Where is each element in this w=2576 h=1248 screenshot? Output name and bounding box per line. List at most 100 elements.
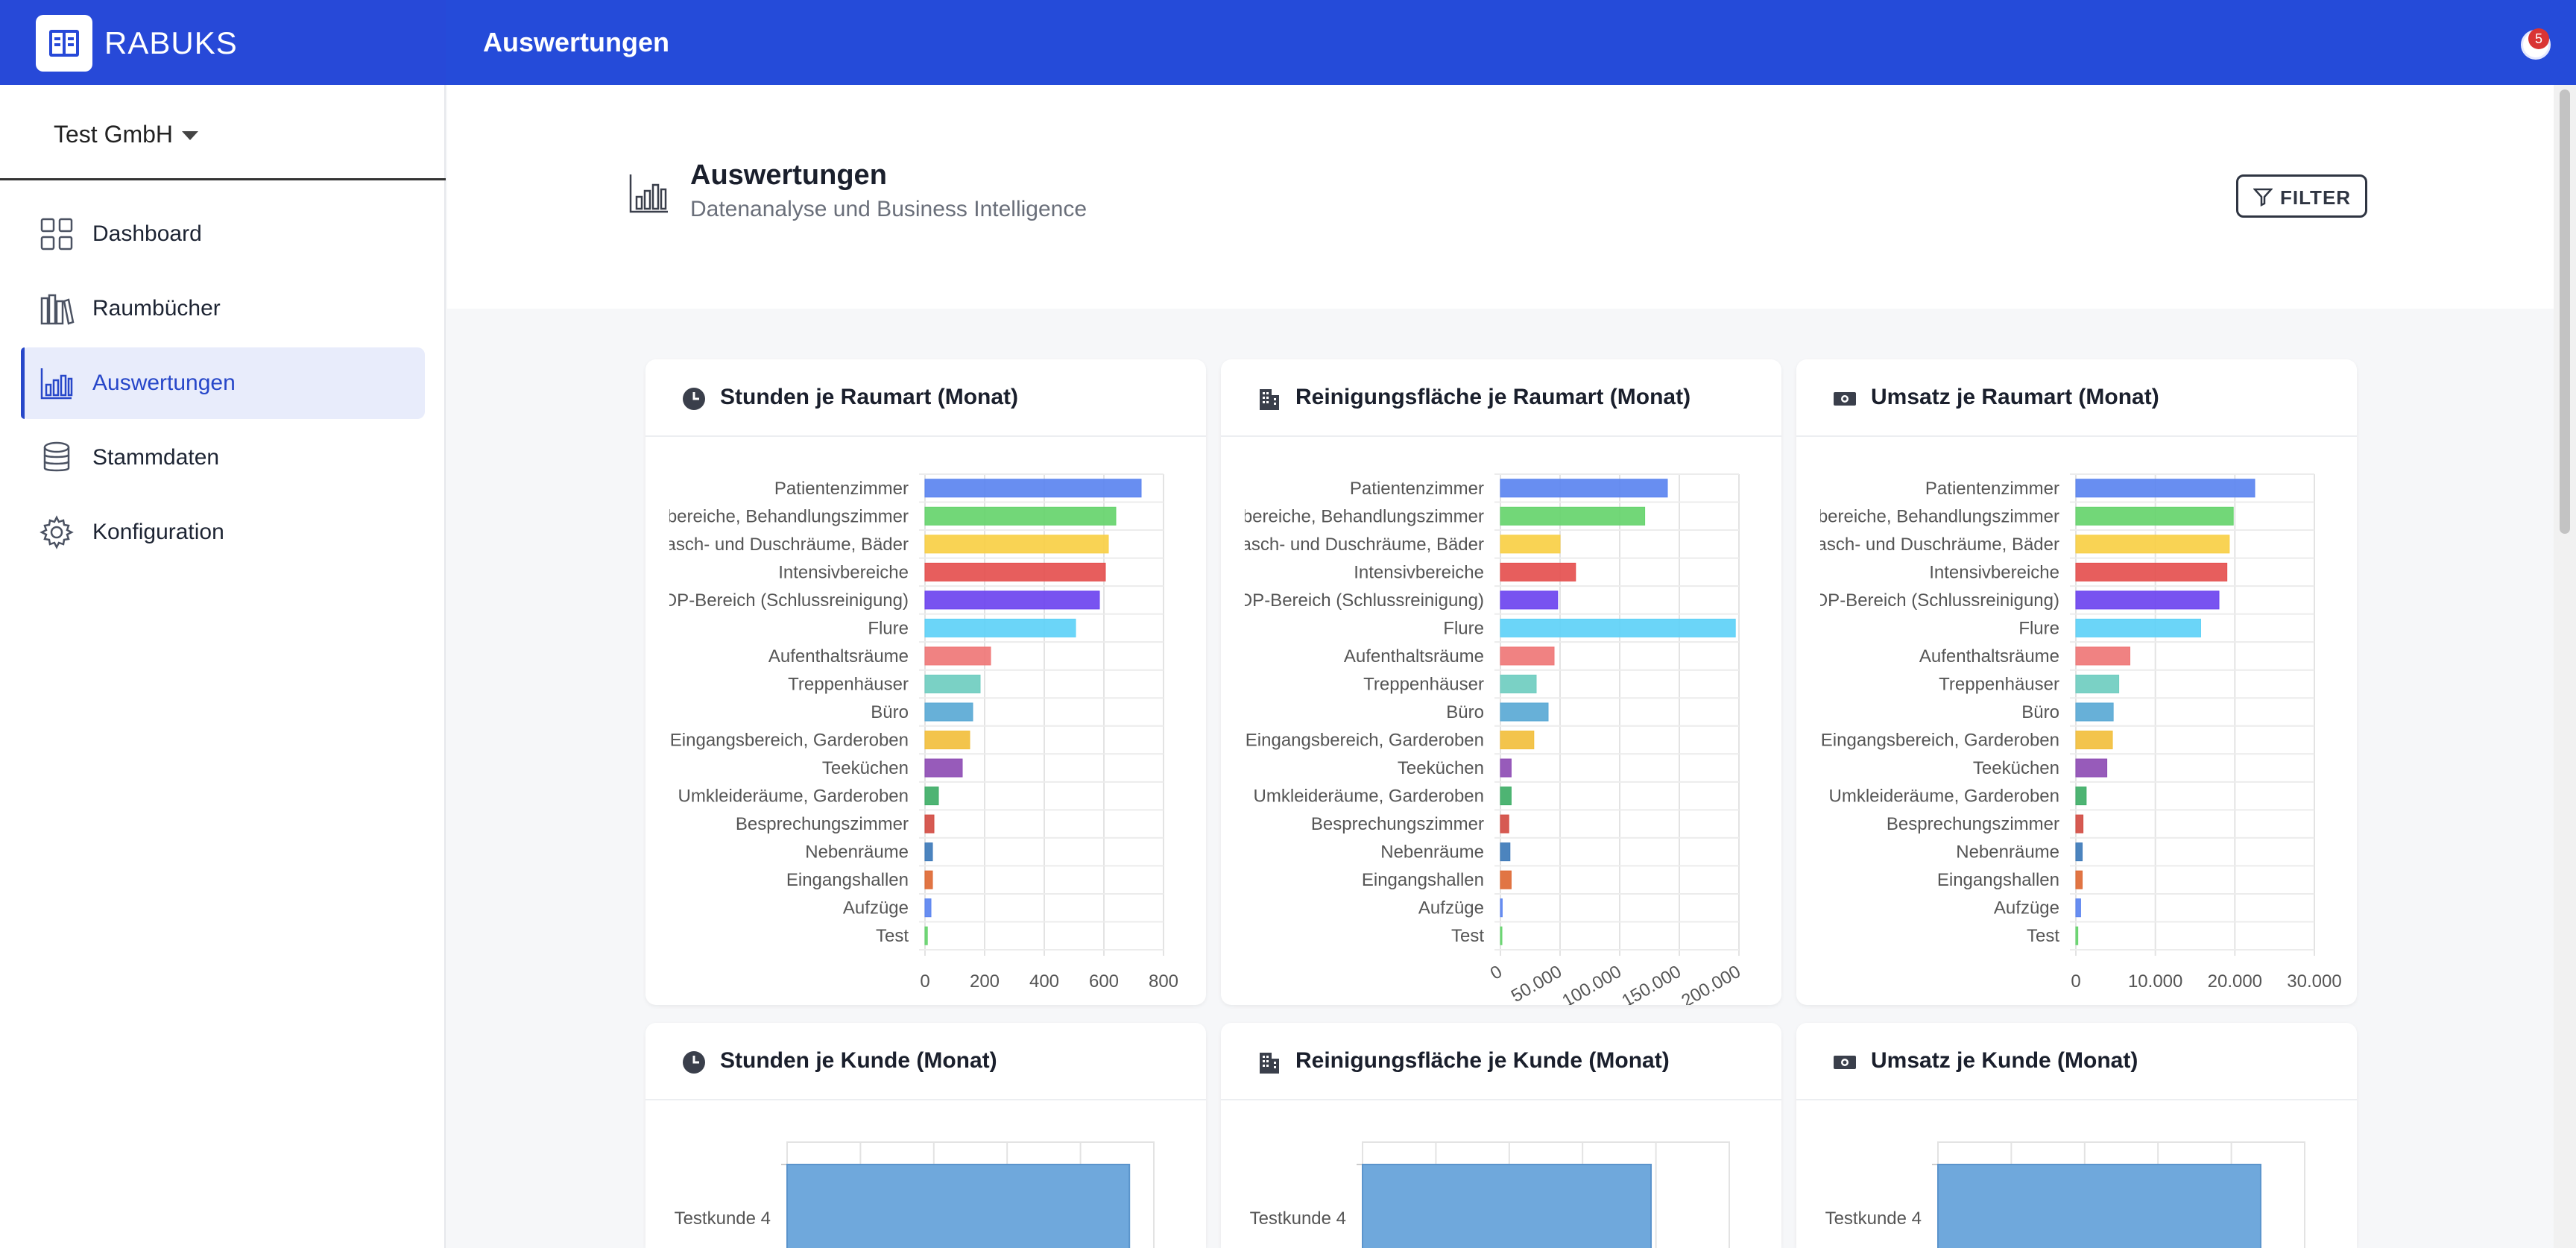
books-icon (40, 294, 75, 325)
bar[interactable] (1500, 842, 1511, 862)
bar[interactable] (1500, 590, 1559, 610)
main-scrollbar[interactable] (2554, 85, 2576, 1248)
bar[interactable] (2075, 814, 2084, 833)
bar[interactable] (1500, 535, 1561, 554)
sidebar-item-dashboard[interactable]: Dashboard (21, 198, 425, 270)
bar[interactable] (786, 1164, 1131, 1248)
bar[interactable] (924, 731, 970, 750)
filter-icon (2253, 188, 2273, 207)
money-icon (1834, 392, 1856, 406)
company-name: Test GmbH (54, 121, 174, 148)
card-header: Reinigungsfläche je Kunde (Monat) (1221, 1023, 1781, 1100)
bar[interactable] (2075, 842, 2083, 862)
category-label: Umkleideräume, Garderoben (1254, 787, 1484, 807)
scrollbar-thumb[interactable] (2560, 89, 2570, 534)
bar[interactable] (924, 898, 932, 918)
category-label: Testkunde 4 (1250, 1208, 1346, 1229)
bar[interactable] (2075, 590, 2220, 610)
bar[interactable] (1500, 758, 1512, 778)
bar[interactable] (1500, 646, 1555, 666)
bar[interactable] (2075, 646, 2131, 666)
category-label: Funktionsbereiche, Behandlungszimmer (1796, 506, 2059, 526)
bar-chart: Testkunde 4 (1250, 1141, 1730, 1248)
category-label: Test (876, 926, 909, 946)
brand-area: RABUKS (0, 0, 446, 85)
category-label: OP-Bereich (Schlussreinigung) (663, 590, 909, 611)
bar[interactable] (2075, 787, 2087, 806)
sidebar-item-auswertungen[interactable]: Auswertungen (21, 347, 425, 419)
bar[interactable] (2075, 926, 2079, 945)
bar[interactable] (1500, 898, 1503, 918)
chart-card-flaeche-raumart: Reinigungsfläche je Raumart (Monat) Pati… (1221, 359, 1781, 1005)
tick-label: 10.000 (2128, 971, 2182, 992)
category-label: OP-Bereich (Schlussreinigung) (1239, 590, 1484, 611)
app-logo[interactable] (36, 15, 92, 72)
bar[interactable] (924, 842, 933, 862)
bar[interactable] (2075, 535, 2230, 554)
bar[interactable] (924, 562, 1106, 582)
bar[interactable] (1500, 506, 1646, 526)
bar[interactable] (2075, 758, 2108, 778)
bar[interactable] (2075, 479, 2255, 498)
bar[interactable] (924, 787, 939, 806)
bar[interactable] (1500, 479, 1668, 498)
bar[interactable] (924, 590, 1100, 610)
filter-button[interactable]: FILTER (2236, 174, 2367, 218)
bar[interactable] (2075, 674, 2120, 693)
bar[interactable] (924, 926, 928, 945)
tick-label: 100.000 (1559, 962, 1625, 1005)
bar[interactable] (1500, 926, 1503, 945)
bar[interactable] (1362, 1164, 1652, 1248)
bar[interactable] (1500, 870, 1512, 889)
chart-card-flaeche-kunde: Reinigungsfläche je Kunde (Monat) Testku… (1221, 1023, 1781, 1248)
category-label: Test (2027, 926, 2059, 946)
bar[interactable] (2075, 731, 2113, 750)
bar[interactable] (1937, 1164, 2261, 1248)
bar[interactable] (924, 506, 1117, 526)
bar[interactable] (1500, 814, 1509, 833)
bar[interactable] (924, 646, 991, 666)
bar[interactable] (1500, 731, 1535, 750)
bar[interactable] (1500, 702, 1549, 722)
bar[interactable] (924, 758, 963, 778)
category-label: Patientenzimmer (1350, 479, 1484, 499)
bar-chart: Testkunde 4 (1825, 1141, 2305, 1248)
tick-label: 0 (2071, 971, 2080, 992)
money-icon (1834, 1056, 1856, 1069)
bar[interactable] (924, 870, 933, 889)
bar[interactable] (924, 814, 935, 833)
category-label: Aufenthaltsräume (768, 646, 909, 666)
sidebar-item-konfiguration[interactable]: Konfiguration (21, 497, 425, 568)
clock-icon (683, 388, 705, 410)
bar[interactable] (2075, 702, 2114, 722)
bar-chart-icon (40, 368, 73, 400)
category-label: Umkleideräume, Garderoben (1829, 787, 2059, 807)
bar[interactable] (2075, 506, 2234, 526)
bar[interactable] (2075, 562, 2228, 582)
bar[interactable] (924, 702, 973, 722)
bar[interactable] (2075, 898, 2081, 918)
category-label: Eingangsbereich, Garderoben (1821, 731, 2059, 751)
notification-badge[interactable]: 5 (2528, 28, 2549, 49)
bar[interactable] (1500, 787, 1512, 806)
bar[interactable] (2075, 870, 2083, 889)
category-label: Patientenzimmer (1925, 479, 2059, 499)
bar[interactable] (924, 618, 1076, 637)
category-label: Flure (1443, 618, 1484, 638)
sidebar-item-raumbuecher[interactable]: Raumbücher (21, 273, 425, 344)
sidebar-item-stammdaten[interactable]: Stammdaten (21, 422, 425, 494)
bar[interactable] (1500, 618, 1736, 637)
bar[interactable] (1500, 562, 1576, 582)
bar[interactable] (924, 535, 1109, 554)
gear-icon (40, 515, 74, 549)
company-selector[interactable]: Test GmbH (0, 85, 446, 180)
category-label: Aufzüge (843, 898, 909, 918)
bar[interactable] (924, 479, 1142, 498)
bar[interactable] (1500, 674, 1537, 693)
category-label: Intensivbereiche (1354, 562, 1484, 582)
tick-label: 50.000 (1508, 962, 1565, 1005)
bar[interactable] (2075, 618, 2201, 637)
caret-down-icon (182, 131, 198, 140)
bar[interactable] (924, 674, 981, 693)
card-title: Reinigungsfläche je Raumart (Monat) (1295, 385, 1691, 409)
